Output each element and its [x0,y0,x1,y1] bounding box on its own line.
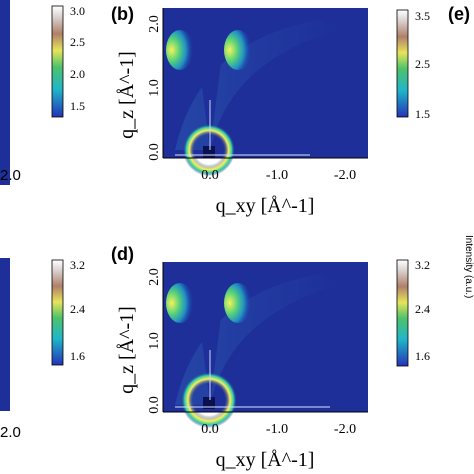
panel-d-lobe-right [224,283,252,323]
panel-b-faint-arc [175,20,340,150]
panel-b-heatmap [163,8,368,176]
panel-b-lobe-right [224,30,252,70]
panel-b-y-tick-1: 1.0 [147,79,162,97]
panel-b-x-tick-2: -2.0 [334,168,356,183]
partial-heatmap-bottom [0,258,10,411]
panel-d-xlabel: q_xy [Å^-1] [216,449,315,471]
panel-d-y-tick-0: 0.0 [147,396,162,414]
panel-b-beamstop [203,146,215,158]
panel-b: (b) 0.0 1.0 2.0 0.0 -1.0 [111,4,430,217]
panel-d-beamstop [203,397,215,409]
panel-b-lobe-left [166,30,194,70]
left-partial-panels: 2.0 2.0 3.0 2.5 2.0 1.5 3.2 2.4 1.6 [0,0,85,441]
panel-b-wedge [195,30,225,150]
panel-b-ylabel: q_z [Å^-1] [116,51,138,139]
panel-b-x-tick-1: -1.0 [266,168,288,183]
panel-d-cbar-tick-1: 2.4 [415,302,430,316]
panel-b-y-tick-2: 2.0 [147,15,162,33]
panel-b-xlabel: q_xy [Å^-1] [216,195,315,217]
panel-d-wedge [195,284,225,405]
panel-b-colorbar [396,9,409,118]
cbar-tl-tick-1: 3.0 [70,4,85,18]
panel-d-label: (d) [111,244,134,264]
panel-e-axis-fragment: Intensity (a.u.) [463,235,474,298]
panel-d-faint-arc [175,274,340,405]
panel-b-y-ticks: 0.0 1.0 2.0 [147,15,162,161]
panel-b-y-tick-0: 0.0 [147,143,162,161]
panel-d-cbar-tick-0: 1.6 [415,349,430,363]
partial-x-tick-top: 2.0 [0,167,21,184]
partial-x-tick-bottom: 2.0 [0,424,21,441]
panel-d-y-ticks: 0.0 1.0 2.0 [147,268,162,414]
cbar-tl-tick-4: 1.5 [70,99,85,113]
partial-heatmap-top [0,0,10,185]
cbar-bl-tick-1: 3.2 [70,258,85,272]
panel-b-cbar-tick-2: 2.5 [415,57,430,71]
panel-d-y-tick-2: 2.0 [147,268,162,286]
cbar-tl-tick-3: 2.0 [70,67,85,81]
right-partial-panel: (e) Intensity (a.u.) [448,4,474,298]
panel-d-cbar-tick-2: 3.2 [415,258,430,272]
panel-d-ylabel: q_z [Å^-1] [116,306,138,394]
panel-e-label: (e) [448,4,470,24]
panel-d-x-ticks: 0.0 -1.0 -2.0 [201,422,356,437]
panel-b-label: (b) [111,4,134,24]
panel-d-y-tick-1: 1.0 [147,332,162,350]
panel-d-lobe-left [166,283,194,323]
cbar-tl-tick-2: 2.5 [70,35,85,49]
panel-b-cbar-tick-3: 3.5 [415,9,430,23]
panel-d: (d) 0.0 1.0 2.0 0.0 -1.0 -2.0 q_xy [Å^-1… [111,244,430,471]
colorbar-top-left [51,5,64,118]
panel-d-x-tick-2: -2.0 [334,422,356,437]
panel-d-colorbar [396,259,409,367]
panel-d-x-tick-1: -1.0 [266,422,288,437]
panel-d-x-tick-0: 0.0 [201,422,219,437]
colorbar-bottom-left [51,259,64,366]
cbar-bl-tick-2: 2.4 [70,302,85,316]
panel-b-x-tick-0: 0.0 [201,168,219,183]
cbar-bl-tick-3: 1.6 [70,349,85,363]
panel-b-cbar-tick-0: 1.5 [415,107,430,121]
panel-b-x-ticks: 0.0 -1.0 -2.0 [201,168,356,183]
panel-d-heatmap [163,262,368,428]
